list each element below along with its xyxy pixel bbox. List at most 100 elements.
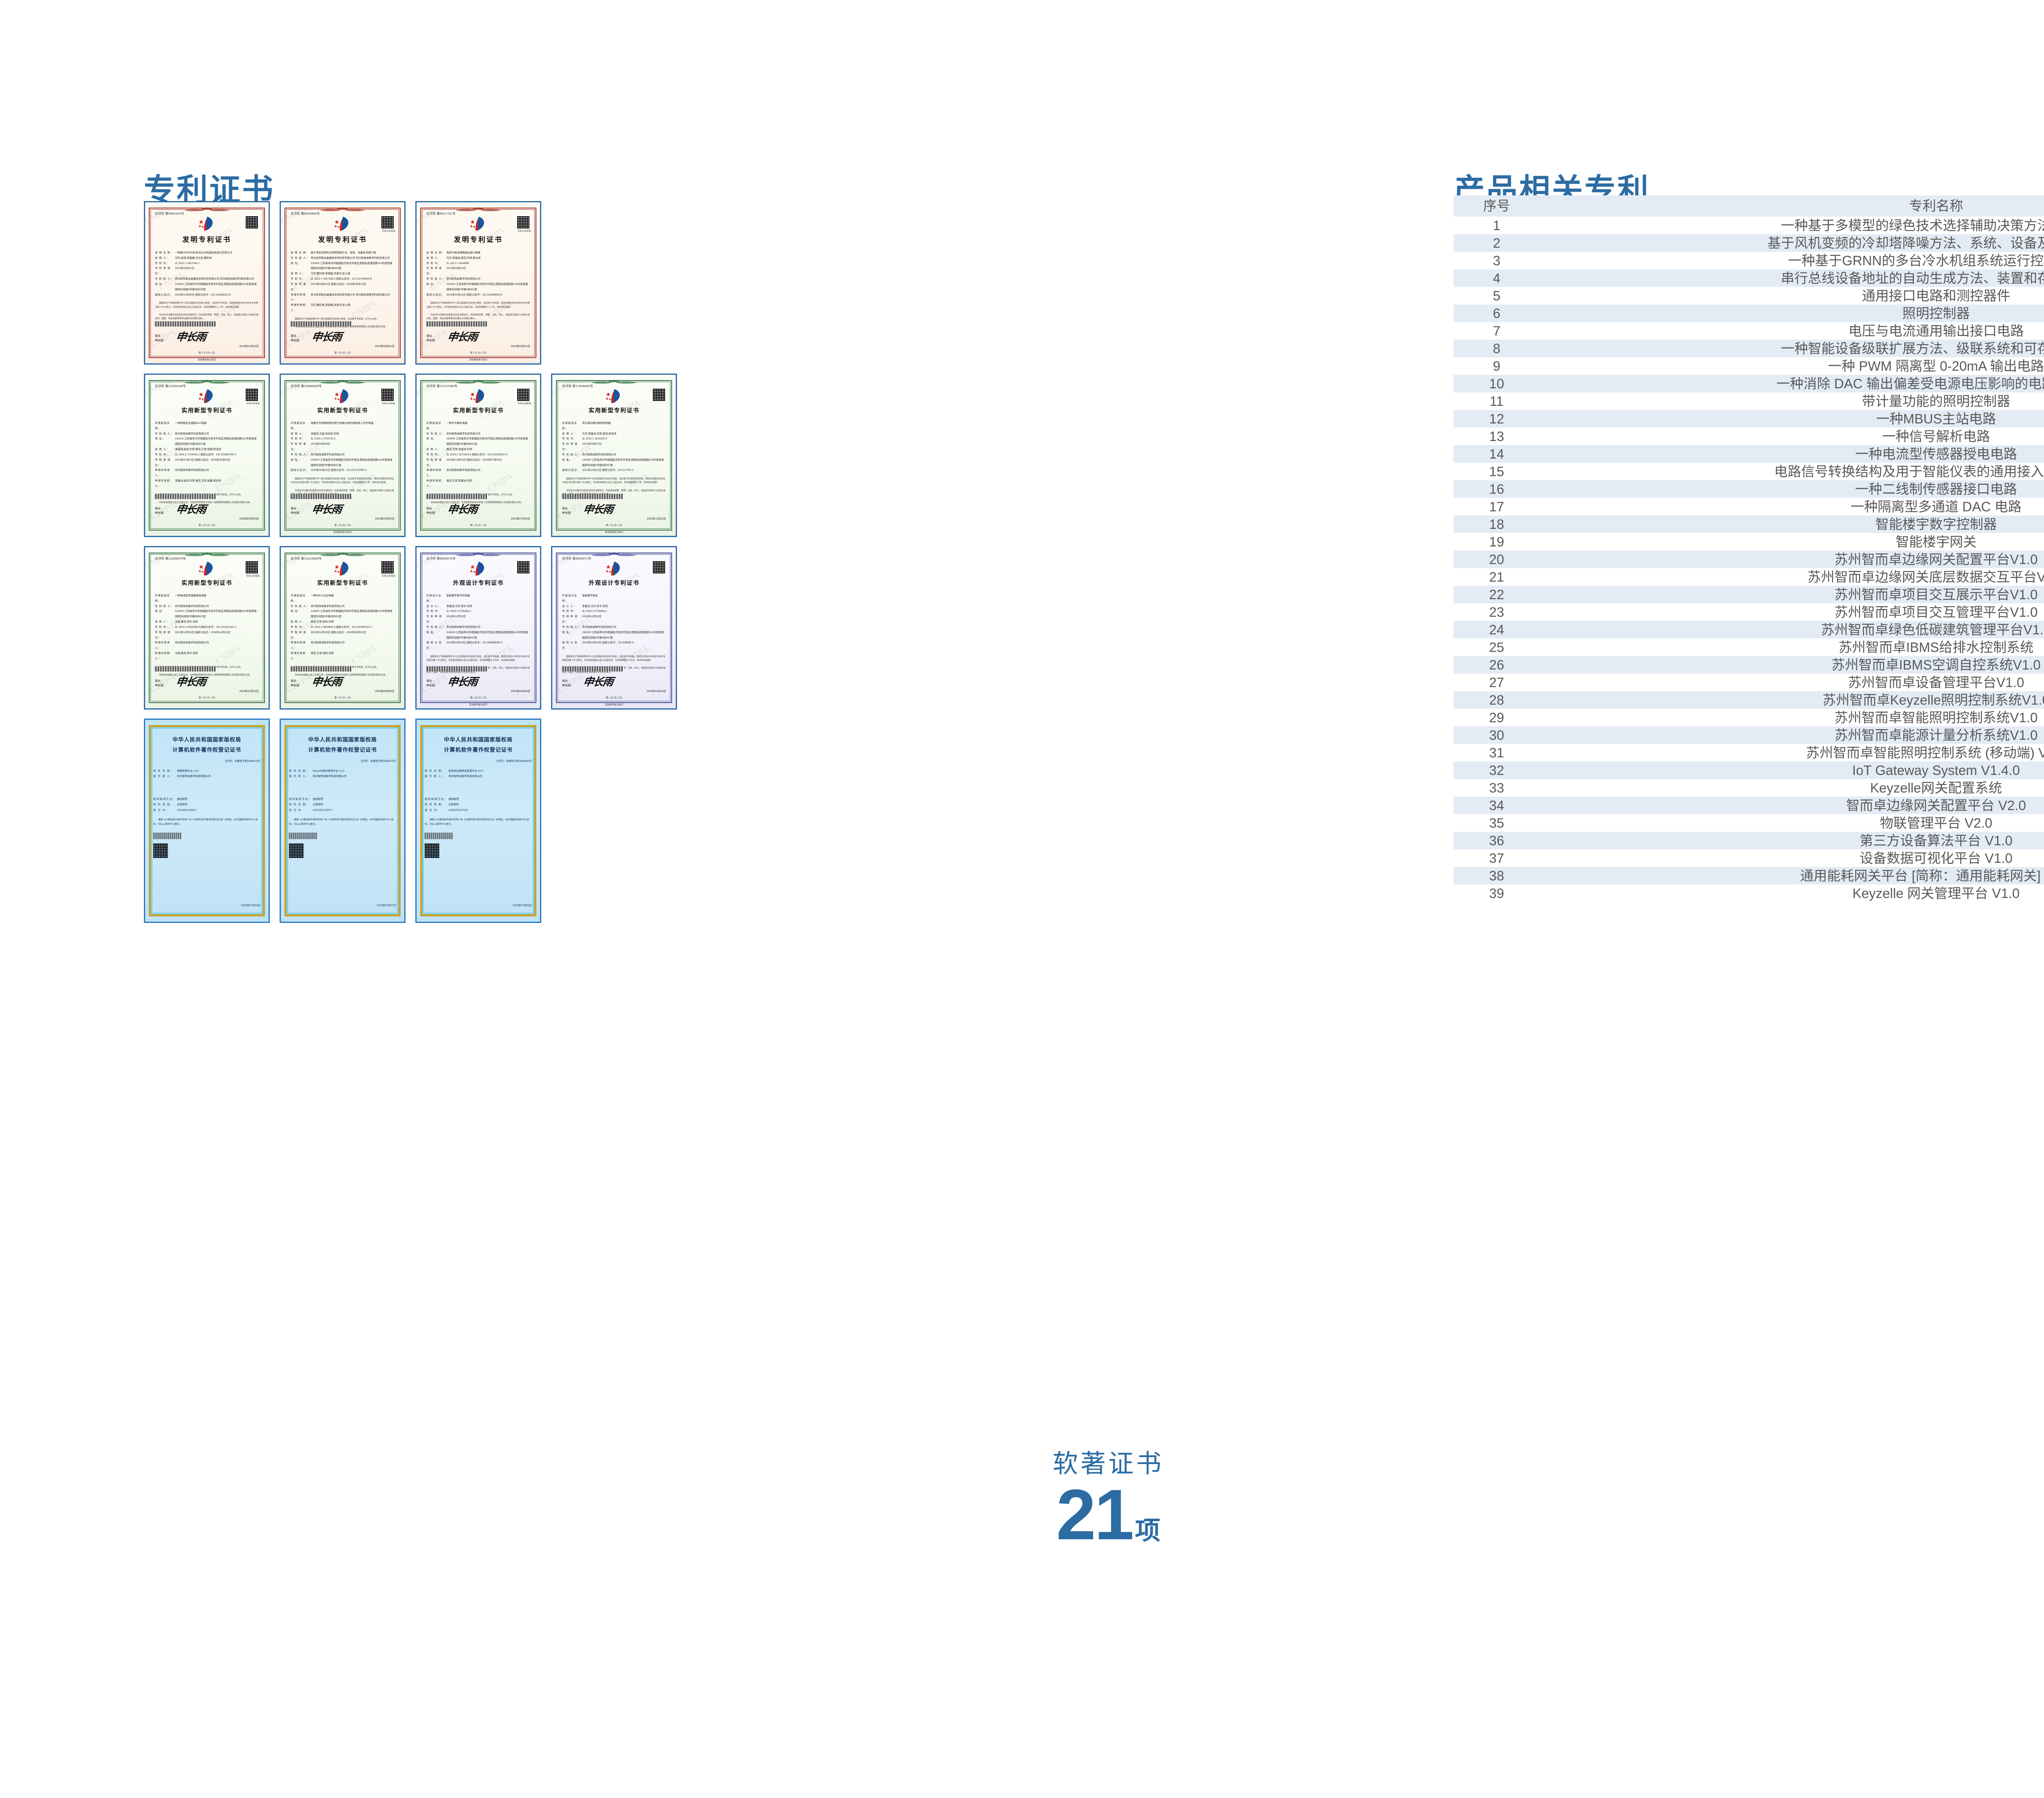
cert-field-label: 实用新型名称： [155, 422, 170, 430]
certificate-page-note: 第 1 页 (共 1 页) [334, 697, 351, 699]
cert-field: 申请时申请人： 苏州智而卓数字科技有限公司 [155, 640, 259, 651]
signature-label: 局长 申长雨 [291, 335, 299, 342]
patent-certificate[interactable]: CNIPA CNIPA CNIPA CNIPA CNIPA 证书号 第8906571号 外观… [551, 546, 677, 710]
patent-certificate[interactable]: CNIPA CNIPA CNIPA CNIPA CNIPA 证书号 第23206168号专… [144, 374, 270, 537]
cert-field: 授权公告日： 2022年11月22日 授权公告号：CN 217763 U [562, 468, 666, 473]
cert-field: 专 利 权 人： 苏州智而卓数字科技有限公司 [291, 604, 394, 609]
cert-field-label: 专 利 权 人： [155, 432, 174, 435]
cert-field: 发 明 人： 王磊;黄花;李平;张利 [155, 620, 259, 625]
certificate-date: 2024年07月03日 [511, 517, 530, 520]
cert-field: 专 利 权 人： 苏州智而卓数字科技有限公司 [562, 625, 666, 630]
cert-field: 专 利 申 请 日： 2022年04月22日 [155, 266, 259, 277]
cert-field: 专 利 申 请 日： 2022年05月27日 [562, 442, 666, 452]
cert-field-value: 2024年03月22日 授权公告号：CN 115268558 B [446, 293, 502, 296]
barcode-icon [155, 666, 216, 672]
cert-field-label: 设 计 人： [426, 605, 441, 608]
certificate-date: 2025年06月13日 [375, 345, 394, 348]
cert-field-label: 权 利 范 围： [425, 803, 445, 806]
certificate-legal-1: 国家知识产权局依照中华人民共和国专利法进行审查，决定授予专利权，颁发发明专利证书… [426, 302, 530, 309]
cert-field-value: 电压与电流通用输出接口电路 [446, 251, 481, 254]
cert-field-label: 专 利 号： [291, 278, 305, 281]
software-copyright-certificate[interactable]: 中华人民共和国国家版权局 计算机软件著作权登记证书 证书号：软著登字第1583567… [280, 719, 406, 923]
cnipa-emblem-icon [605, 387, 623, 405]
cert-field-label: 权 利 范 围： [289, 803, 309, 806]
patent-certificate[interactable]: CNIPA CNIPA CNIPA CNIPA CNIPA 证书号 第6817761号 专利… [415, 201, 541, 365]
cert-field-value: 智而卓边缘网关配置平台 V2.0 [448, 770, 484, 772]
cell-index: 13 [1489, 429, 1504, 444]
cert-field: 申请时申请人： 苏州智而卓数字科技有限公司 [155, 468, 259, 479]
cell-index: 16 [1489, 481, 1504, 497]
cert-field: 登 记 号： 2025SR1179477 [289, 808, 396, 813]
patent-certificate[interactable]: CNIPA CNIPA CNIPA CNIPA CNIPA 证书号 第21237045号专… [415, 374, 541, 537]
patent-certificate[interactable]: CNIPA CNIPA CNIPA CNIPA CNIPA 证书号 第21623668号专… [280, 546, 406, 710]
director-signature: 申长雨 [582, 504, 614, 515]
cert-field-label: 实用新型名称： [155, 594, 170, 602]
certificate-legal: 根据《计算机软件保护条例》和《计算机软件著作权登记办法》的规定，经中国版权保护中… [289, 819, 394, 826]
patent-certificate[interactable]: CNIPA CNIPA CNIPA CNIPA CNIPA 证书号 第17636849号实… [551, 374, 677, 537]
cert-field-value: 2023年11月02日 [446, 615, 466, 618]
cert-field-value: 全部权利 [177, 803, 188, 806]
signature-label: 局长 申长雨 [291, 680, 299, 687]
patent-certificate[interactable]: CNIPA CNIPA CNIPA CNIPA CNIPA 证书号 第20686809号专… [280, 374, 406, 537]
certificate-frame [285, 378, 401, 531]
cert-field-value: 带计量功能的照明控制器 [582, 422, 611, 425]
cert-field-value: 李建池;马杰;李平;刘伟 [446, 605, 472, 608]
cert-field-value: 原始取得 [448, 797, 459, 801]
certificate-number: 证书号 第8000883号 [291, 212, 320, 215]
cell-index: 15 [1489, 464, 1504, 479]
cert-field-value: 一种信号解析电路 [446, 422, 468, 425]
cert-field-value: 215131 江苏省苏州市相城经济技术开发区澄阳街道澄阳路116号阳澄湖国际科创… [175, 437, 257, 446]
cell-index: 21 [1489, 569, 1504, 584]
certificate-date: 2024年09月03日 [375, 690, 394, 693]
certificate-number: 证书号 第6661534号 [155, 212, 184, 215]
cert-field-value: 2022年11月22日 授权公告号：CN 217763 U [582, 469, 634, 472]
patent-certificate[interactable]: CNIPA CNIPA CNIPA CNIPA CNIPA 证书号 第8904075号 外观… [415, 546, 541, 710]
qr-caption: 专利公告信息 [517, 403, 531, 405]
cert-field-label: 地 址： [155, 610, 165, 613]
ornament-crest-icon [318, 206, 367, 213]
cert-field-value: 2024年07月19日 授权公告日：2025年05月03日 [175, 458, 231, 461]
cert-field: 著 作 权 人： 苏州智而卓数字科技有限公司 [425, 774, 532, 779]
patent-certificate[interactable]: CNIPA CNIPA CNIPA CNIPA CNIPA 证书号 第21835578号专… [144, 546, 270, 710]
cert-field: 专 利 申 请 日： 2023年12月28日 授权公告日：2024年09月03日 [291, 630, 394, 641]
certificate-body: 证书号 第17636849号 实用新型专利证书 实用新型名称： 带计量功能的照明控制器… [562, 384, 666, 534]
cert-field-label: 专 利 权 人： [562, 453, 581, 456]
cert-field: 软 件 名 称： 智而卓边缘网关配置平台 V2.0 [425, 768, 532, 774]
certificate-title: 实用新型专利证书 [453, 407, 504, 414]
certificate-date: 2022年11月22日 [646, 517, 666, 520]
cert-field-label: 授权公告日： [562, 469, 580, 472]
software-copyright-certificate[interactable]: 中华人民共和国国家版权局 计算机软件著作权登记证书 证书号：软著登字第1586501… [144, 719, 270, 923]
qr-caption: 专利公告信息 [246, 575, 260, 578]
cell-patent-name: 苏州智而卓边缘网关配置平台V1.0 [1834, 552, 2038, 567]
software-copyright-count-wrap: 21项 [1012, 1479, 1204, 1551]
cert-field-label: 申请时发明人： [426, 479, 442, 488]
cell-patent-name: 苏州智而卓绿色低碳建筑管理平台V1.0 [1821, 622, 2044, 637]
certificate-frame [556, 551, 672, 703]
patent-certificate[interactable]: CNIPA CNIPA CNIPA CNIPA CNIPA 证书号 第8000883号 专利… [280, 201, 406, 365]
certificate-continuation-note: 其他事项参见续页 [197, 359, 216, 361]
cert-field-label: 专 利 申 请 日： [426, 615, 442, 624]
cert-field-label: 专 利 权 人： [426, 625, 445, 629]
director-signature: 申长雨 [175, 676, 206, 688]
cert-field-value: 苏州智而卓数字科技有限公司 [446, 432, 481, 435]
cert-field: 发 明 人： 李建池;王磊;吴志祥;刘伟 [291, 432, 394, 437]
certificate-continuation-note: 其他事项参见续页 [333, 531, 352, 534]
certificate-legal-2: 专利证书记载专利权登记时的法律状况。专利权的转移、质押、无效、终止、恢复和专利权… [155, 313, 258, 320]
software-copyright-certificate[interactable]: 中华人民共和国国家版权局 计算机软件著作权登记证书 证书号：软著登字第1586344… [415, 719, 541, 923]
patent-certificate[interactable]: CNIPA CNIPA CNIPA CNIPA CNIPA 证书号 第6661534号 发明… [144, 201, 270, 365]
qr-caption: 专利公告信息 [381, 575, 395, 578]
cert-field: 发 明 名 称： 基于风机变频的冷却塔降噪方法、系统、设备及存储介质 [291, 251, 394, 256]
signature-label: 局长 申长雨 [155, 680, 164, 687]
cell-index: 4 [1493, 271, 1501, 286]
cert-field-value: 215000 江苏省苏州市相城经济技术开发区澄阳街道澄阳路116号阳澄湖国际科创… [582, 458, 664, 467]
ornament-crest-icon [454, 206, 503, 213]
cert-field: 申请时申请人： 苏州智而卓数字科技有限公司 [291, 640, 394, 651]
ornament-crest-icon [182, 206, 231, 213]
certificate-date: 2024年01月30日 [239, 345, 259, 348]
certificate-fields: 软 件 名 称： 物联管理平台 V2.0 著 作 权 人： 苏州智而卓数字科技有限公司… [153, 768, 260, 813]
cert-field-value: 一种基于GRNN的多台冷水机组系统运行控制方法 [175, 251, 233, 254]
certificate-page-note: 第 1 页 (共 2 页) [470, 697, 487, 699]
